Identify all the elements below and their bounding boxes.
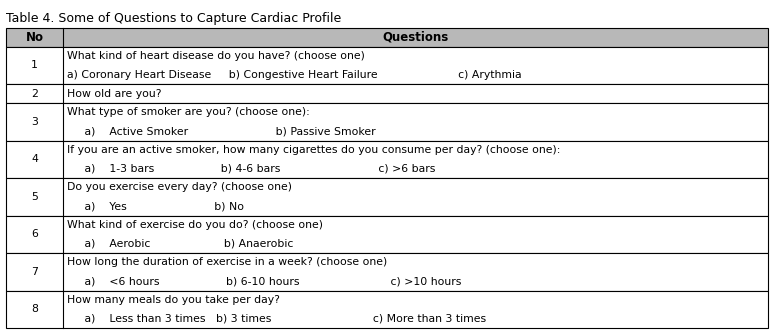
Bar xyxy=(6,290,768,328)
Bar xyxy=(6,47,768,84)
Text: 7: 7 xyxy=(31,267,38,277)
Text: a)    Yes                         b) No: a) Yes b) No xyxy=(67,201,244,211)
Text: a)    <6 hours                   b) 6-10 hours                          c) >10 h: a) <6 hours b) 6-10 hours c) >10 h xyxy=(67,276,461,286)
Text: 6: 6 xyxy=(31,229,38,239)
Text: a) Coronary Heart Disease     b) Congestive Heart Failure                       : a) Coronary Heart Disease b) Congestive … xyxy=(67,70,522,80)
Text: 5: 5 xyxy=(31,192,38,202)
Text: If you are an active smoker, how many cigarettes do you consume per day? (choose: If you are an active smoker, how many ci… xyxy=(67,145,560,155)
Bar xyxy=(6,141,768,178)
Text: How long the duration of exercise in a week? (choose one): How long the duration of exercise in a w… xyxy=(67,257,388,267)
Bar xyxy=(6,103,768,141)
Text: What kind of heart disease do you have? (choose one): What kind of heart disease do you have? … xyxy=(67,51,365,61)
Bar xyxy=(6,28,768,47)
Text: Questions: Questions xyxy=(382,31,449,44)
Text: 8: 8 xyxy=(31,304,38,314)
Bar xyxy=(6,253,768,290)
Text: a)    1-3 bars                   b) 4-6 bars                            c) >6 ba: a) 1-3 bars b) 4-6 bars c) >6 ba xyxy=(67,164,436,174)
Text: 2: 2 xyxy=(31,89,38,99)
Text: 4: 4 xyxy=(31,154,38,164)
Bar xyxy=(6,178,768,215)
Text: How old are you?: How old are you? xyxy=(67,89,162,99)
Text: 1: 1 xyxy=(31,60,38,71)
Text: What type of smoker are you? (choose one):: What type of smoker are you? (choose one… xyxy=(67,107,310,117)
Text: a)    Active Smoker                         b) Passive Smoker: a) Active Smoker b) Passive Smoker xyxy=(67,126,375,136)
Text: How many meals do you take per day?: How many meals do you take per day? xyxy=(67,295,280,305)
Text: No: No xyxy=(26,31,43,44)
Text: a)    Aerobic                     b) Anaerobic: a) Aerobic b) Anaerobic xyxy=(67,239,293,248)
Text: 3: 3 xyxy=(31,117,38,127)
Text: What kind of exercise do you do? (choose one): What kind of exercise do you do? (choose… xyxy=(67,220,324,230)
Text: a)    Less than 3 times   b) 3 times                             c) More than 3 : a) Less than 3 times b) 3 times c) More … xyxy=(67,314,486,324)
Text: Table 4. Some of Questions to Capture Cardiac Profile: Table 4. Some of Questions to Capture Ca… xyxy=(6,12,341,25)
Bar xyxy=(6,215,768,253)
Bar xyxy=(6,84,768,103)
Text: Do you exercise every day? (choose one): Do you exercise every day? (choose one) xyxy=(67,182,292,192)
